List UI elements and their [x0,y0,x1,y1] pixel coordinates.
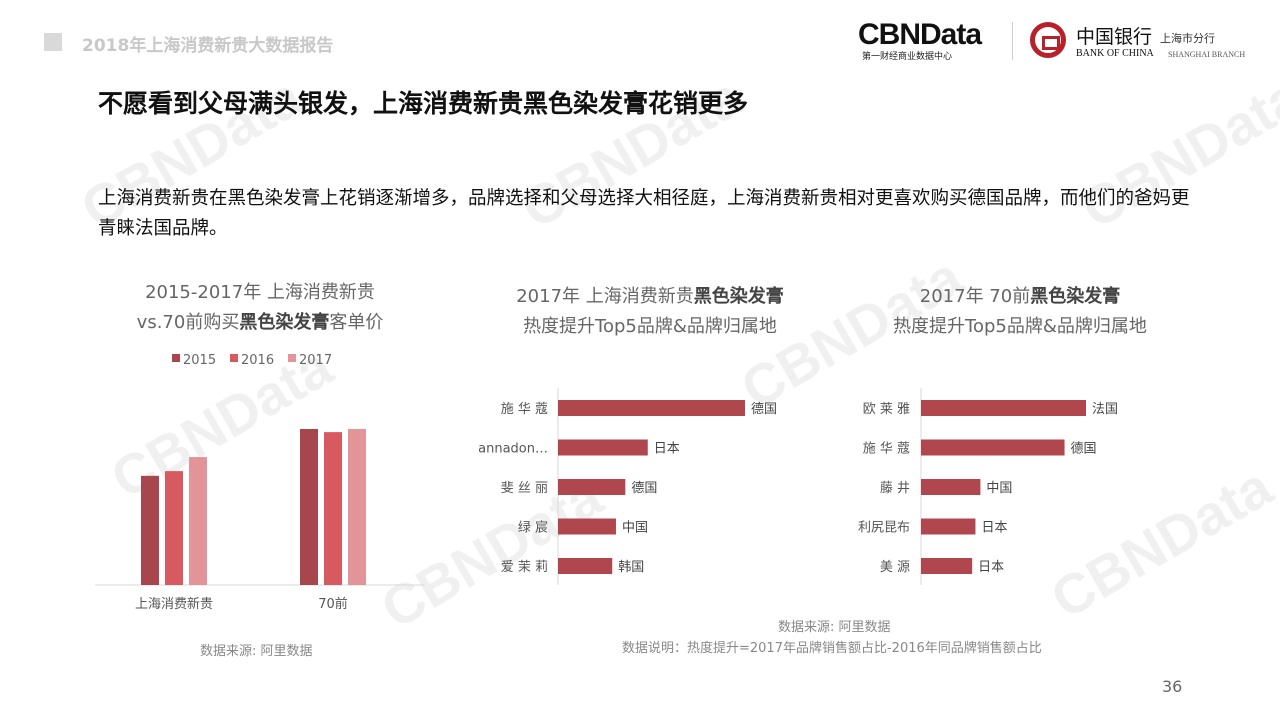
hbar-category-label: 斐 丝 丽 [501,481,548,496]
header-marker [44,33,62,51]
hbar-category-label: 施 华 蔻 [863,442,910,457]
chart2-title-line1: 2017年 上海消费新贵黑色染发膏 [516,286,784,307]
hbar-category-label: 美 源 [880,560,910,575]
definition-note: 数据说明：热度提升=2017年品牌销售额占比-2016年同品牌销售额占比 [622,641,1042,656]
hbar-1 [921,439,1065,456]
hbar-origin-label: 德国 [751,402,777,417]
cbndata-logo: CBNData [858,18,982,51]
hbar-2 [558,479,626,495]
chart1-x-label: 70前 [318,596,348,612]
legend-label-2015: 2015 [183,353,216,368]
page-number: 36 [1162,677,1183,696]
boc-name-cn: 中国银行 [1076,26,1153,48]
bar-2016-1 [324,432,342,585]
hbar-origin-label: 日本 [654,442,680,457]
boc-name-en: BANK OF CHINA [1076,48,1154,59]
hbar-origin-label: 德国 [631,481,657,496]
report-title: 2018年上海消费新贵大数据报告 [82,36,334,56]
slide-title: 不愿看到父母满头银发，上海消费新贵黑色染发膏花销更多 [98,89,749,118]
logo-divider [1012,22,1013,60]
hbar-category-label: 欧 莱 雅 [863,402,910,417]
bar-2016-0 [165,471,183,585]
legend-label-2017: 2017 [299,353,332,368]
chart2-title-line2: 热度提升Top5品牌&品牌归属地 [523,316,777,337]
hbar-3 [921,518,976,535]
hbar-category-label: 藤 井 [880,481,910,496]
boc-branch-cn: 上海市分行 [1160,32,1215,45]
chart1-title: 2015-2017年 上海消费新贵 vs.70前购买黑色染发膏客单价 [95,278,425,338]
hbar-category-label: 爱 茉 莉 [501,560,548,575]
hbar-origin-label: 日本 [978,560,1004,575]
source-note: 数据来源: 阿里数据 [778,620,891,635]
chart1-x-label: 上海消费新贵 [135,596,213,612]
legend-swatch-2015 [172,354,180,362]
chart1-title-line2: vs.70前购买黑色染发膏客单价 [136,312,384,333]
slide-description: 上海消费新贵在黑色染发膏上花销逐渐增多，品牌选择和父母选择大相径庭，上海消费新贵… [98,188,1190,239]
legend-swatch-2017 [288,354,296,362]
bar-2015-1 [300,429,318,585]
legend-swatch-2016 [230,354,238,362]
chart3-title-line1: 2017年 70前黑色染发膏 [919,286,1121,307]
hbar-1 [558,439,648,456]
hbar-4 [558,558,613,574]
legend-label-2016: 2016 [241,353,274,368]
bar-2017-1 [348,429,366,585]
hbar-origin-label: 韩国 [618,560,644,575]
hbar-0 [558,400,745,416]
hbar-0 [921,400,1086,416]
hbar-origin-label: 中国 [986,481,1012,496]
chart2-title: 2017年 上海消费新贵黑色染发膏 热度提升Top5品牌&品牌归属地 [440,282,860,342]
hbar-category-label: 利尻昆布 [858,521,910,536]
chart3-title: 2017年 70前黑色染发膏 热度提升Top5品牌&品牌归属地 [840,282,1200,342]
hbar-origin-label: 德国 [1071,442,1097,457]
hbar-origin-label: 日本 [981,521,1007,536]
hbar-2 [921,479,981,495]
cbndata-logo-sub: 第一财经商业数据中心 [862,52,953,62]
hbar-origin-label: 法国 [1092,402,1118,417]
hbar-category-label: 绿 宸 [518,520,548,536]
chart1-source: 数据来源: 阿里数据 [200,644,313,659]
hbar-3 [558,518,616,535]
hbar-category-label: annadon… [478,442,548,457]
bar-2017-0 [189,457,207,585]
bar-2015-0 [141,475,159,585]
hbar-4 [921,558,973,574]
chart3-title-line2: 热度提升Top5品牌&品牌归属地 [893,316,1147,337]
hbar-origin-label: 中国 [622,521,648,536]
bank-of-china-logo-icon [1030,22,1066,58]
chart1-title-line1: 2015-2017年 上海消费新贵 [145,282,375,303]
boc-branch-en: SHANGHAI BRANCH [1168,50,1246,59]
hbar-category-label: 施 华 蔻 [501,402,548,417]
